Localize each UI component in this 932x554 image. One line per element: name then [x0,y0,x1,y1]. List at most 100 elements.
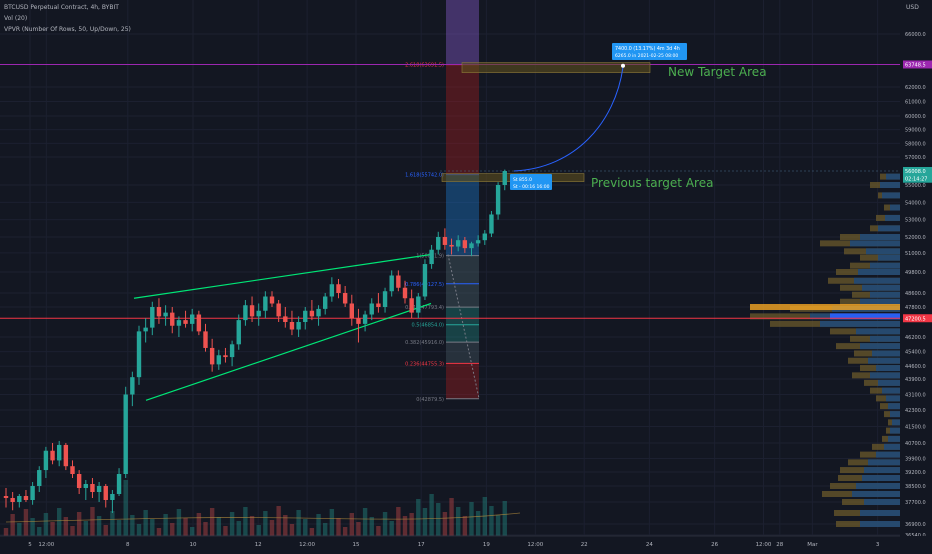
price-tick-label[interactable]: 59000.0 [905,128,926,134]
time-tick-label[interactable]: 10 [190,542,197,548]
previous-target-label[interactable]: Previous target Area [591,176,713,190]
price-tick-label[interactable]: 53000.0 [905,218,926,224]
candle-body [76,474,82,488]
fib-level-label[interactable]: 0.236(44755.3) [405,361,444,367]
time-tick-label[interactable]: 5 [28,542,32,548]
time-tick-label[interactable]: 15 [353,542,360,548]
price-tick-label[interactable]: 60000.0 [905,114,926,120]
indicator-volume[interactable]: Vol (20) [4,15,27,22]
price-tag-label[interactable]: 47200.5 [905,316,926,322]
candle-body [90,484,95,492]
fib-band-red2 [446,363,479,399]
price-tick-label[interactable]: 37700.0 [905,500,926,506]
vpvr-row-down [884,443,900,450]
time-tick-label[interactable]: 12:00 [38,542,54,548]
fib-level-label[interactable]: 0.5(46854.0) [411,323,444,329]
fib-level-label[interactable]: 0(42879.5) [416,397,444,403]
price-tick-label[interactable]: 58000.0 [905,141,926,147]
volume-bar [349,513,354,536]
price-tick-label[interactable]: 43100.0 [905,393,926,399]
measure-box-top-line2[interactable]: 6265.0 in 2021-02-25 08:00 [615,53,678,59]
time-tick-label[interactable]: 28 [776,542,783,548]
time-tick-label[interactable]: 3 [876,542,880,548]
price-tick-label[interactable]: 41500.0 [905,425,926,431]
price-tick-label[interactable]: 44600.0 [905,364,926,370]
measure-box-mid-line2[interactable]: St - 00:16 16:00 [513,184,550,190]
price-tick-label[interactable]: 38500.0 [905,484,926,490]
wedge-upper-line[interactable] [133,253,432,299]
price-tick-label[interactable]: 66000.0 [905,32,926,38]
projection-arrow[interactable] [513,67,624,172]
measure-box-mid[interactable] [510,174,552,190]
candle-body [110,494,115,500]
candle-body [170,312,175,326]
symbol-title[interactable]: BTCUSD Perpetual Contract, 4h, BYBIT [4,4,119,11]
volume-bar [190,527,195,536]
candle-body [50,450,55,461]
price-tick-label[interactable]: 48600.0 [905,291,926,297]
time-tick-label[interactable]: 22 [581,542,588,548]
price-tick-label[interactable]: 39200.0 [905,470,926,476]
wedge-trendlines[interactable] [133,253,432,401]
price-tick-label[interactable]: 36900.0 [905,522,926,528]
price-tick-label[interactable]: 57000.0 [905,155,926,161]
price-tick-label[interactable]: 54000.0 [905,200,926,206]
time-tick-label[interactable]: 24 [646,542,653,548]
price-tick-label[interactable]: 55000.0 [905,183,926,189]
volume-bar [502,501,507,536]
new-target-label[interactable]: New Target Area [668,65,767,79]
price-tick-label[interactable]: 52000.0 [905,235,926,241]
time-tick-label[interactable]: 8 [126,542,130,548]
price-tick-label[interactable]: 47800.0 [905,305,926,311]
price-tag-label[interactable]: 63748.5 [905,62,926,68]
candle-body [130,377,135,395]
price-tag-label[interactable]: 02:14:27 [905,177,927,183]
price-axis[interactable]: 66000.0 62000.0 61000.0 60000.0 59000.0 58000… [900,0,932,539]
time-axis[interactable]: 5 12:00 8 10 12 12:00 15 17 19 12:00 22 24 26 12:00 28… [0,535,932,550]
price-tick-label[interactable]: 45400.0 [905,350,926,356]
candle-body [243,305,248,321]
candle-body [303,310,308,322]
price-tick-label[interactable]: 51000.0 [905,251,926,257]
price-tick-label[interactable]: 39900.0 [905,456,926,462]
fib-level-label[interactable]: 1.618(55742.0) [405,173,444,179]
price-tick-label[interactable]: 46200.0 [905,335,926,341]
time-tick-label[interactable]: 12 [255,542,262,548]
candle-body [342,293,348,304]
indicator-vpvr[interactable]: VPVR (Number Of Rows, 50, Up/Down, 25) [4,26,131,33]
time-tick-label[interactable]: 26 [711,542,718,548]
time-tick-label[interactable]: Mar [807,542,818,548]
candle-body [143,327,148,332]
candle-body [37,470,42,486]
candle-body [429,249,434,265]
time-tick-label[interactable]: 12:00 [756,542,772,548]
fib-level-label[interactable]: 2.618(63691.5) [405,63,444,69]
time-tick-label[interactable]: 12:00 [527,542,543,548]
fib-level-label[interactable]: 0.618(47793.4) [405,305,444,311]
price-tick-label[interactable]: 61000.0 [905,100,926,106]
price-tick-label[interactable]: 62000.0 [905,85,926,91]
price-tick-label[interactable]: 43900.0 [905,377,926,383]
price-tag-label[interactable]: 56008.0 [905,169,926,175]
fib-level-label[interactable]: 0.382(45916.0) [405,340,444,346]
vpvr-row-down [864,467,900,474]
candle-body [10,498,15,502]
new-target-box [461,62,651,73]
candle-body [176,320,182,326]
volume-bar [83,521,88,536]
measure-box-mid-line1[interactable]: St 855.0 [513,177,532,183]
time-tick-label[interactable]: 17 [418,542,425,548]
currency-label[interactable]: USD [906,4,919,11]
price-tick-label[interactable]: 42300.0 [905,408,926,414]
price-tick-label[interactable]: 49800.0 [905,270,926,276]
measure-box-top[interactable] [612,43,687,60]
time-tick-label[interactable]: 12:00 [299,542,315,548]
measure-box-top-line1[interactable]: 7400.0 (13.17%) 4m 3d 4h [615,46,680,52]
time-tick-label[interactable]: 19 [483,542,490,548]
volume-bar [449,498,454,536]
price-tick-label[interactable]: 40700.0 [905,441,926,447]
wedge-lower-line[interactable] [145,302,432,401]
volume-bar [409,513,414,536]
